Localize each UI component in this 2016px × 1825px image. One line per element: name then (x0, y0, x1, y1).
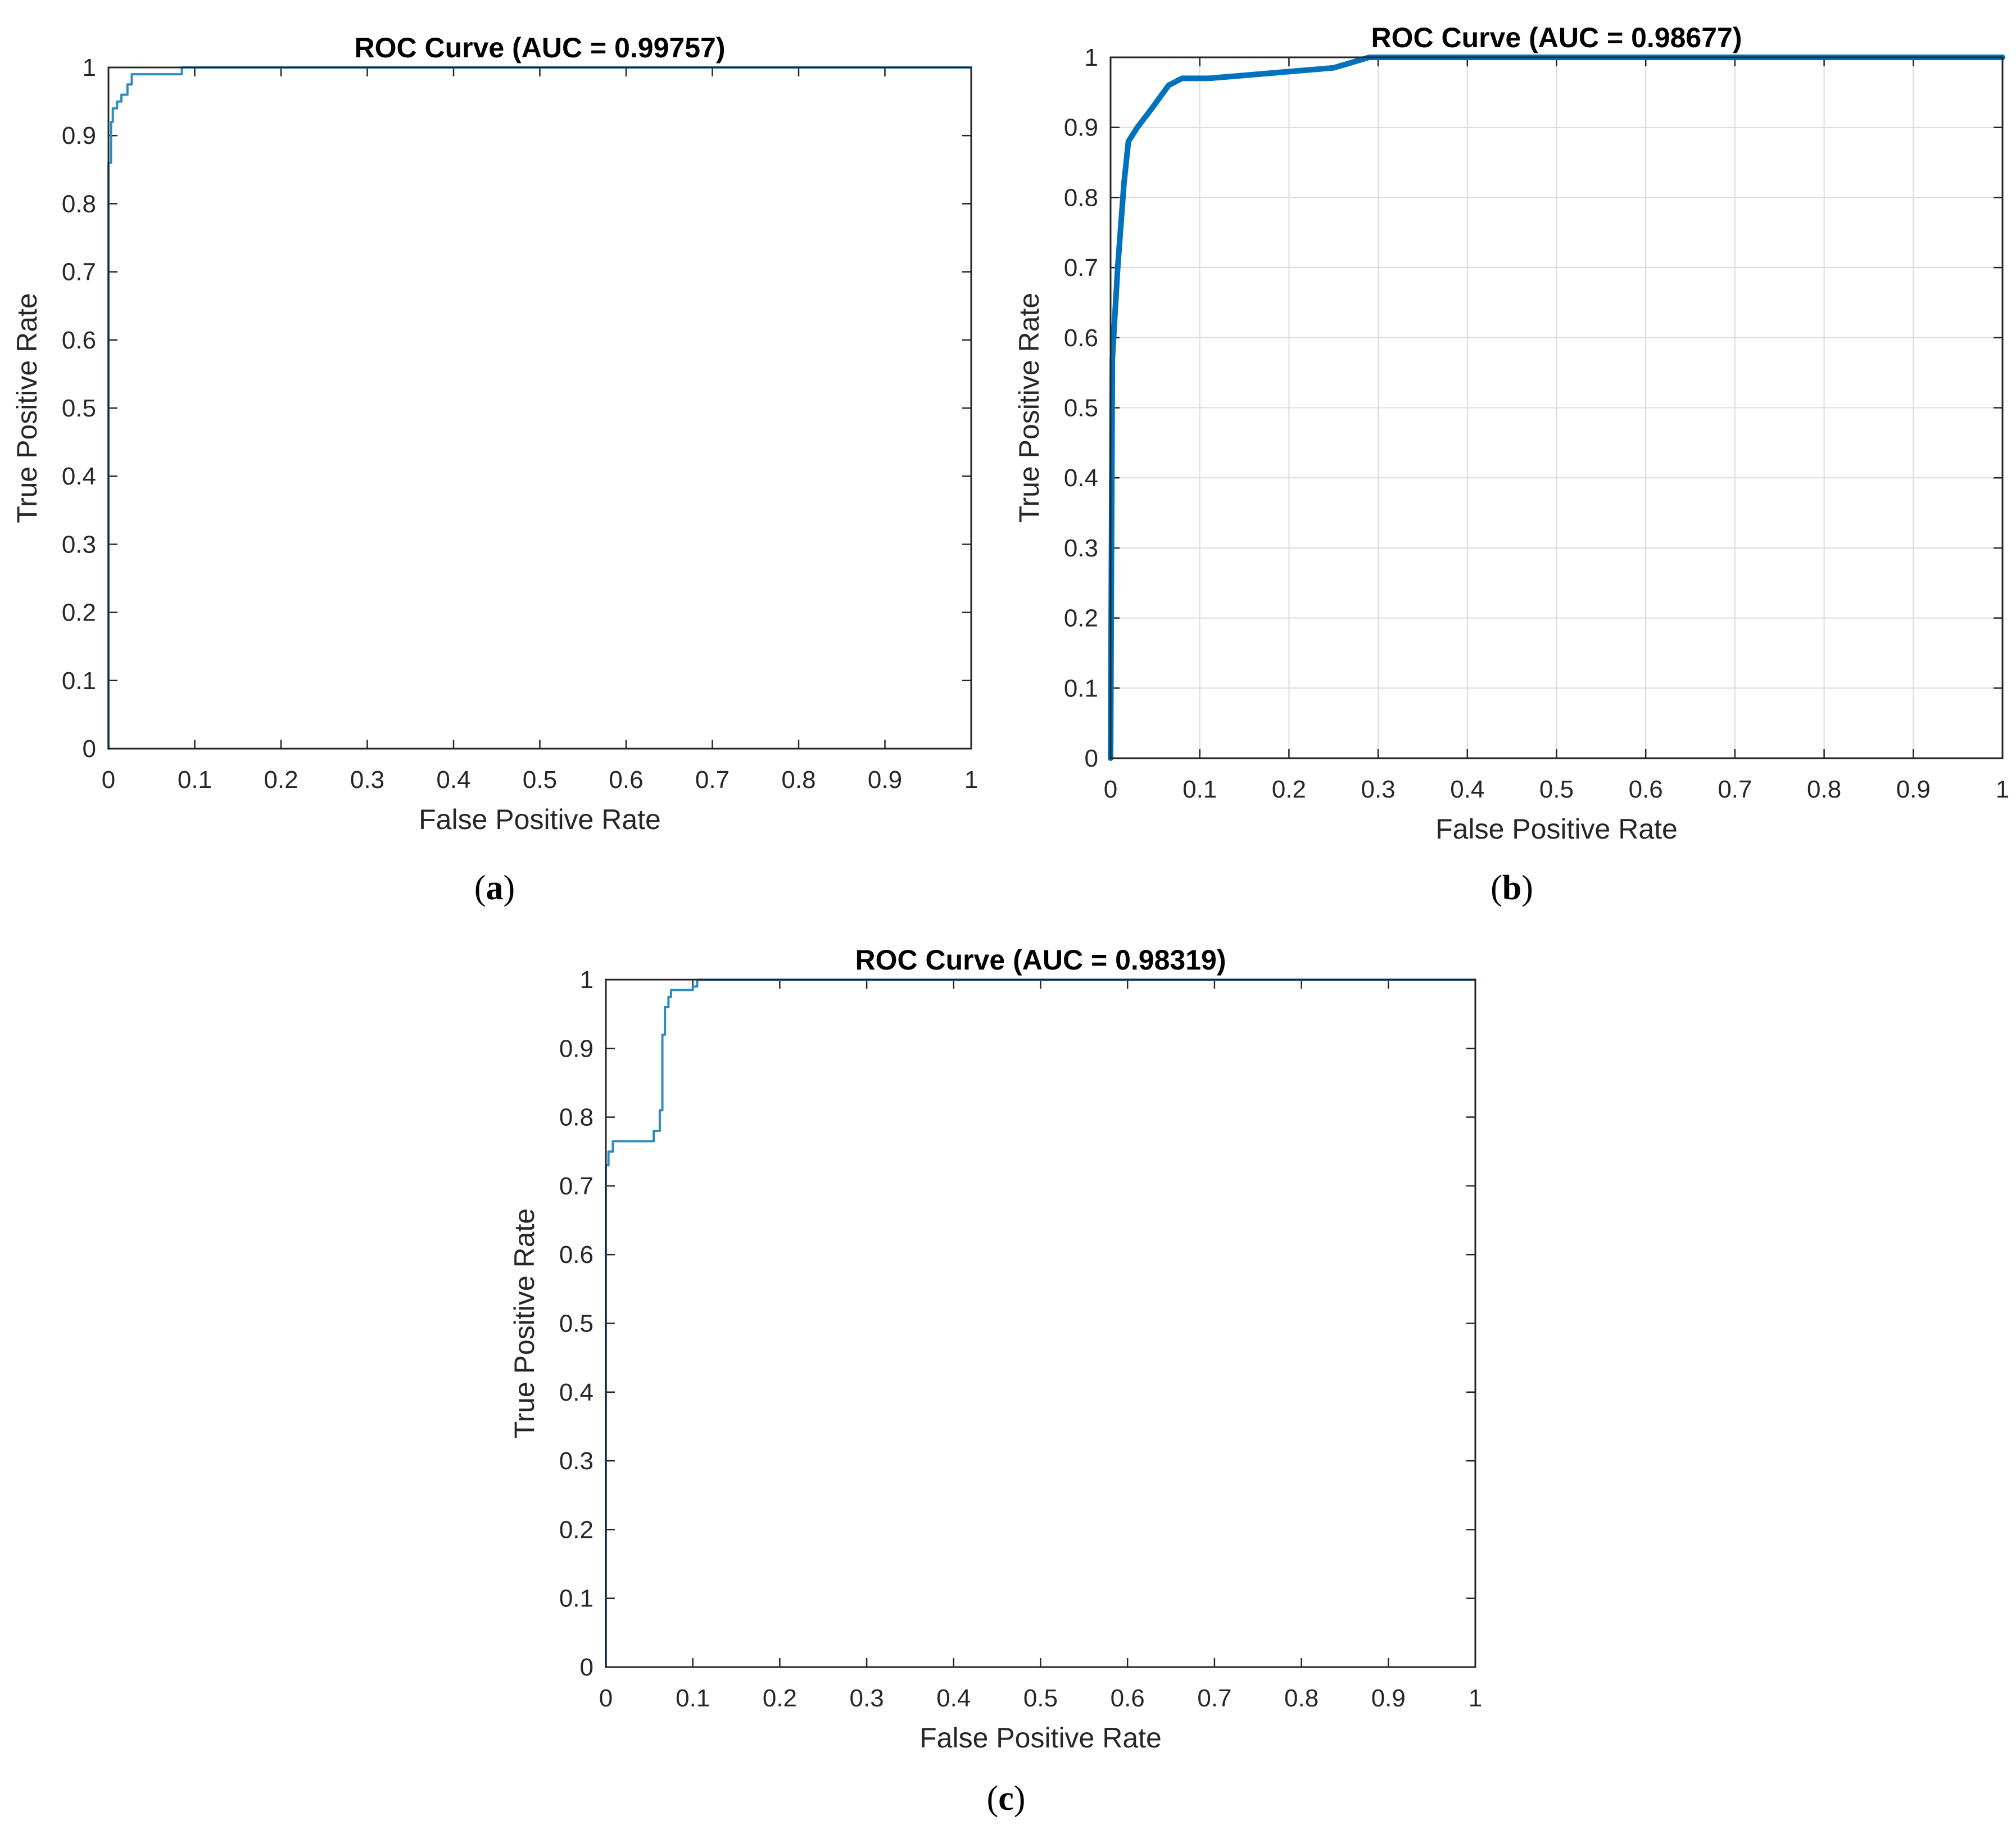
y-tick-label: 0.8 (62, 190, 96, 218)
panel-caption: (a) (474, 869, 515, 907)
y-tick-label: 0.9 (559, 1035, 594, 1062)
y-tick-label: 1 (1085, 44, 1098, 71)
panel-caption-part: ( (987, 1779, 999, 1818)
y-tick-label: 1 (580, 966, 594, 994)
y-tick-label: 0.5 (1064, 395, 1098, 422)
chart-panel-c: 0 0.1 0.2 0.3 0.4 0.5 0.6 0.7 0.8 0.9 1 0 0.1 0.2 0.3 0… (509, 944, 1482, 1818)
panel-caption-part: c (998, 1779, 1014, 1818)
x-tick-label: 0.9 (868, 766, 902, 794)
y-tick-label: 0.6 (559, 1241, 594, 1269)
x-tick-label: 0.2 (1272, 776, 1306, 803)
x-tick-label: 0.3 (1361, 776, 1396, 803)
x-tick-label: 0.5 (1023, 1684, 1058, 1712)
y-tick-label: 0.8 (559, 1104, 594, 1131)
y-tick-label: 0.3 (62, 531, 96, 558)
x-axis-label: False Positive Rate (919, 1722, 1162, 1754)
x-tick-label: 0.3 (850, 1684, 884, 1712)
panel-caption-part: a (486, 869, 504, 907)
y-tick-label: 0.6 (1064, 324, 1098, 352)
y-tick-label: 0.3 (559, 1447, 594, 1475)
x-tick-label: 0.1 (676, 1684, 710, 1712)
y-tick-label: 0.4 (62, 463, 96, 490)
y-tick-label: 0 (580, 1654, 594, 1681)
x-tick-label: 0.4 (436, 766, 470, 794)
y-tick-label: 0.1 (559, 1585, 594, 1613)
panel-caption-part: b (1502, 869, 1521, 907)
x-tick-label: 0.1 (1183, 776, 1217, 803)
y-tick-label: 0.1 (62, 667, 96, 695)
x-tick-label: 0.4 (1450, 776, 1484, 803)
x-tick-label: 0.9 (1371, 1684, 1406, 1712)
y-tick-label: 0 (83, 735, 96, 763)
y-axis-label: True Positive Rate (1013, 293, 1045, 523)
x-tick-label: 0.3 (350, 766, 384, 794)
panel-caption-part: ) (1014, 1779, 1026, 1818)
y-tick-label: 0.4 (559, 1379, 594, 1406)
y-tick-label: 0 (1085, 745, 1098, 772)
x-tick-label: 0.4 (936, 1684, 971, 1712)
y-tick-label: 0.1 (1064, 674, 1098, 702)
x-tick-label: 0.8 (1284, 1684, 1319, 1712)
axes-frame (605, 979, 1476, 1668)
plot-area (108, 67, 971, 749)
y-tick-label: 0.5 (559, 1310, 594, 1338)
chart-title: ROC Curve (AUC = 0.99757) (355, 32, 726, 64)
x-axis-label: False Positive Rate (1435, 813, 1678, 845)
chart-title: ROC Curve (AUC = 0.98677) (1371, 22, 1742, 53)
x-tick-label: 0.7 (1197, 1684, 1231, 1712)
y-tick-label: 0.6 (62, 327, 96, 354)
x-tick-label: 0.5 (1539, 776, 1574, 803)
plot-area (606, 980, 1475, 1667)
y-tick-label: 0.7 (559, 1172, 594, 1200)
y-tick-label: 0.8 (1064, 184, 1098, 211)
x-tick-label: 0.2 (763, 1684, 797, 1712)
y-tick-label: 0.7 (62, 259, 96, 286)
x-tick-label: 0.2 (264, 766, 298, 794)
y-axis-label: True Positive Rate (11, 293, 43, 523)
x-tick-label: 0 (599, 1684, 613, 1712)
x-tick-label: 1 (1996, 776, 2009, 803)
x-tick-label: 0.7 (695, 766, 730, 794)
chart-panel-a: 0 0.1 0.2 0.3 0.4 0.5 0.6 0.7 0.8 0.9 1 0 0.1 0.2 0.3 0… (11, 32, 978, 907)
x-tick-label: 0.6 (1111, 1684, 1145, 1712)
y-axis-label: True Positive Rate (509, 1208, 540, 1438)
chart-title: ROC Curve (AUC = 0.98319) (855, 944, 1226, 976)
y-tick-label: 0.9 (1064, 114, 1098, 142)
x-tick-label: 0.9 (1896, 776, 1931, 803)
y-tick-label: 0.7 (1064, 254, 1098, 282)
y-tick-label: 1 (83, 54, 96, 81)
x-tick-label: 1 (1469, 1684, 1482, 1712)
y-tick-label: 0.4 (1064, 464, 1098, 492)
roc-curve-line (605, 979, 1476, 1668)
x-tick-label: 0.6 (1629, 776, 1663, 803)
y-tick-label: 0.2 (1064, 605, 1098, 632)
x-axis-label: False Positive Rate (419, 804, 661, 835)
x-tick-label: 0.7 (1718, 776, 1752, 803)
panel-caption-part: ( (1491, 869, 1502, 907)
panel-caption-part: ) (1521, 869, 1533, 907)
panel-caption: (c) (987, 1779, 1026, 1818)
x-tick-label: 0.6 (609, 766, 643, 794)
x-tick-label: 0.5 (523, 766, 557, 794)
y-tick-label: 0.9 (62, 122, 96, 150)
panel-caption-part: ( (474, 869, 486, 907)
x-tick-label: 0 (102, 766, 115, 794)
x-tick-label: 0 (1104, 776, 1117, 803)
roc-curve-line (107, 66, 972, 750)
axes-frame (107, 66, 972, 750)
y-tick-label: 0.5 (62, 395, 96, 422)
x-tick-label: 0.1 (178, 766, 212, 794)
y-tick-label: 0.2 (559, 1516, 594, 1543)
roc-curve-line (1108, 55, 2005, 761)
x-tick-label: 0.8 (1807, 776, 1841, 803)
x-tick-label: 0.8 (781, 766, 816, 794)
panel-caption-part: ) (504, 869, 515, 907)
x-tick-label: 1 (964, 766, 978, 794)
chart-panel-b: 0 0.1 0.2 0.3 0.4 0.5 0.6 0.7 0.8 0.9 1 0 0.1 0.2 0.3 0… (1013, 22, 2009, 907)
axes-frame (1109, 56, 2004, 759)
panel-caption: (b) (1491, 869, 1533, 907)
y-tick-label: 0.3 (1064, 535, 1098, 562)
y-tick-label: 0.2 (62, 599, 96, 627)
